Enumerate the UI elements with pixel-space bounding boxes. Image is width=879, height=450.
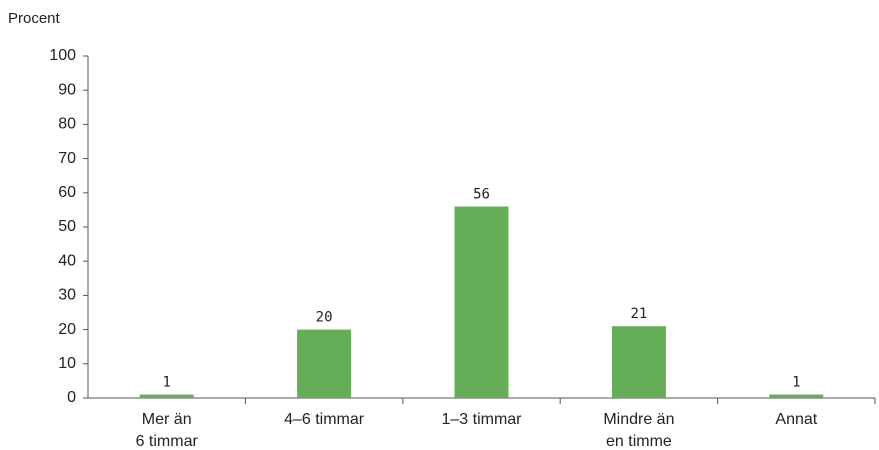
bar — [611, 326, 666, 398]
value-label: 21 — [630, 306, 647, 322]
y-tick-label: 20 — [58, 321, 76, 338]
bar — [454, 206, 509, 398]
y-tick-label: 90 — [58, 81, 76, 98]
y-tick-label: 100 — [49, 47, 76, 64]
x-tick-label: 1–3 timmar — [441, 411, 522, 428]
value-label: 1 — [162, 375, 170, 391]
x-tick-label-line: 6 timmar — [136, 433, 199, 450]
x-tick-label-line: 1–3 timmar — [441, 411, 522, 428]
value-label: 20 — [316, 310, 333, 326]
y-tick-label: 0 — [67, 389, 76, 406]
y-tick-label: 80 — [58, 116, 76, 133]
x-tick-label-line: Mer än — [142, 411, 192, 428]
bar — [139, 394, 194, 398]
bar — [769, 394, 824, 398]
x-tick-label: Mindre än en timme — [603, 411, 674, 450]
value-label: 56 — [473, 186, 490, 202]
y-axis-label: Procent — [8, 10, 61, 27]
x-tick-label: 4–6 timmar — [284, 411, 365, 428]
x-tick-label-line: Annat — [775, 411, 817, 428]
y-tick-label: 60 — [58, 184, 76, 201]
x-tick-label: Annat — [775, 411, 817, 428]
y-tick-label: 70 — [58, 150, 76, 167]
y-tick-label: 30 — [58, 287, 76, 304]
value-label: 1 — [792, 375, 800, 391]
y-tick-label: 50 — [58, 218, 76, 235]
bar — [297, 329, 352, 398]
x-tick-label-line: en timme — [606, 433, 672, 450]
x-tick-label: Mer än 6 timmar — [136, 411, 199, 450]
y-tick-label: 10 — [58, 355, 76, 372]
y-tick-label: 40 — [58, 252, 76, 269]
x-tick-label-line: 4–6 timmar — [284, 411, 365, 428]
x-tick-label-line: Mindre än — [603, 411, 674, 428]
